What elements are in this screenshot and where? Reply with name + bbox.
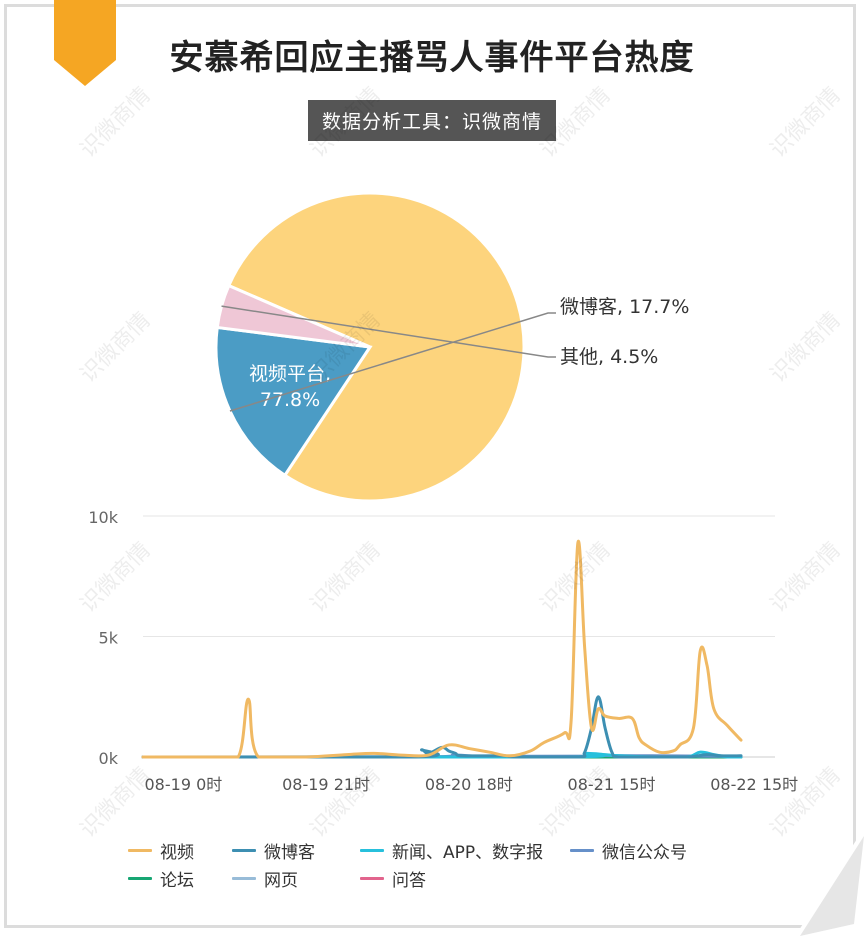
legend-swatch (232, 876, 256, 880)
legend-label: 问答 (392, 870, 426, 891)
line-chart: 0k 5k 10k 08-19 0时 08-19 21时 08-20 18时 08-21 1… (88, 508, 798, 794)
legend-swatch (360, 848, 384, 852)
page-curl-corner (794, 828, 864, 938)
subtitle-container: 数据分析工具：识微商情 (0, 100, 864, 141)
x-tick-label: 08-19 0时 (145, 775, 223, 794)
y-tick-label: 10k (88, 508, 118, 527)
legend-item[interactable]: 网页 (232, 866, 360, 891)
legend-swatch (360, 876, 384, 880)
legend-item[interactable]: 微信公众号 (570, 838, 720, 863)
legend-swatch (128, 876, 152, 880)
legend-item[interactable]: 问答 (360, 866, 570, 891)
chart-subtitle: 数据分析工具：识微商情 (307, 100, 556, 141)
legend-label: 微信公众号 (602, 842, 687, 863)
pie-label-video: 视频平台, 77.8% (249, 363, 331, 411)
chart-title: 安慕希回应主播骂人事件平台热度 (169, 38, 695, 78)
y-tick-label: 5k (99, 629, 119, 648)
legend-label: 论坛 (160, 870, 194, 891)
legend-row: 论坛 网页 问答 (128, 864, 808, 892)
legend-label: 微博客 (264, 842, 315, 863)
legend-label: 视频 (160, 842, 194, 863)
legend-item[interactable]: 论坛 (128, 866, 232, 891)
legend-swatch (570, 848, 594, 852)
legend-swatch (232, 848, 256, 852)
x-tick-label: 08-19 21时 (282, 775, 370, 794)
x-tick-label: 08-21 15时 (568, 775, 656, 794)
pie-label-weibo: 微博客, 17.7% (560, 296, 689, 318)
series-line-1 (141, 539, 743, 759)
ribbon-marker (54, 0, 116, 86)
x-tick-label: 08-20 18时 (425, 775, 513, 794)
y-tick-label: 0k (99, 749, 119, 768)
series-line-2 (141, 695, 743, 759)
legend-row: 视频 微博客 新闻、APP、数字报 微信公众号 (128, 836, 808, 864)
legend-item[interactable]: 视频 (128, 838, 232, 863)
legend-item[interactable]: 新闻、APP、数字报 (360, 838, 570, 863)
legend-item[interactable]: 微博客 (232, 838, 360, 863)
pie-label-other-leader (221, 305, 556, 358)
legend-label: 网页 (264, 870, 298, 891)
legend-swatch (128, 848, 152, 852)
legend-label: 新闻、APP、数字报 (392, 842, 544, 863)
pie-label-weibo-leader (229, 312, 556, 412)
pie-label-other: 其他, 4.5% (560, 346, 658, 368)
x-tick-label: 08-22 15时 (710, 775, 798, 794)
pie-chart: 视频平台, 77.8% 微博客, 17.7% 其他, 4.5% (214, 191, 689, 503)
chart-legend: 视频 微博客 新闻、APP、数字报 微信公众号 论坛 网页 问答 (128, 836, 808, 892)
pie-slice-1 (226, 191, 526, 503)
